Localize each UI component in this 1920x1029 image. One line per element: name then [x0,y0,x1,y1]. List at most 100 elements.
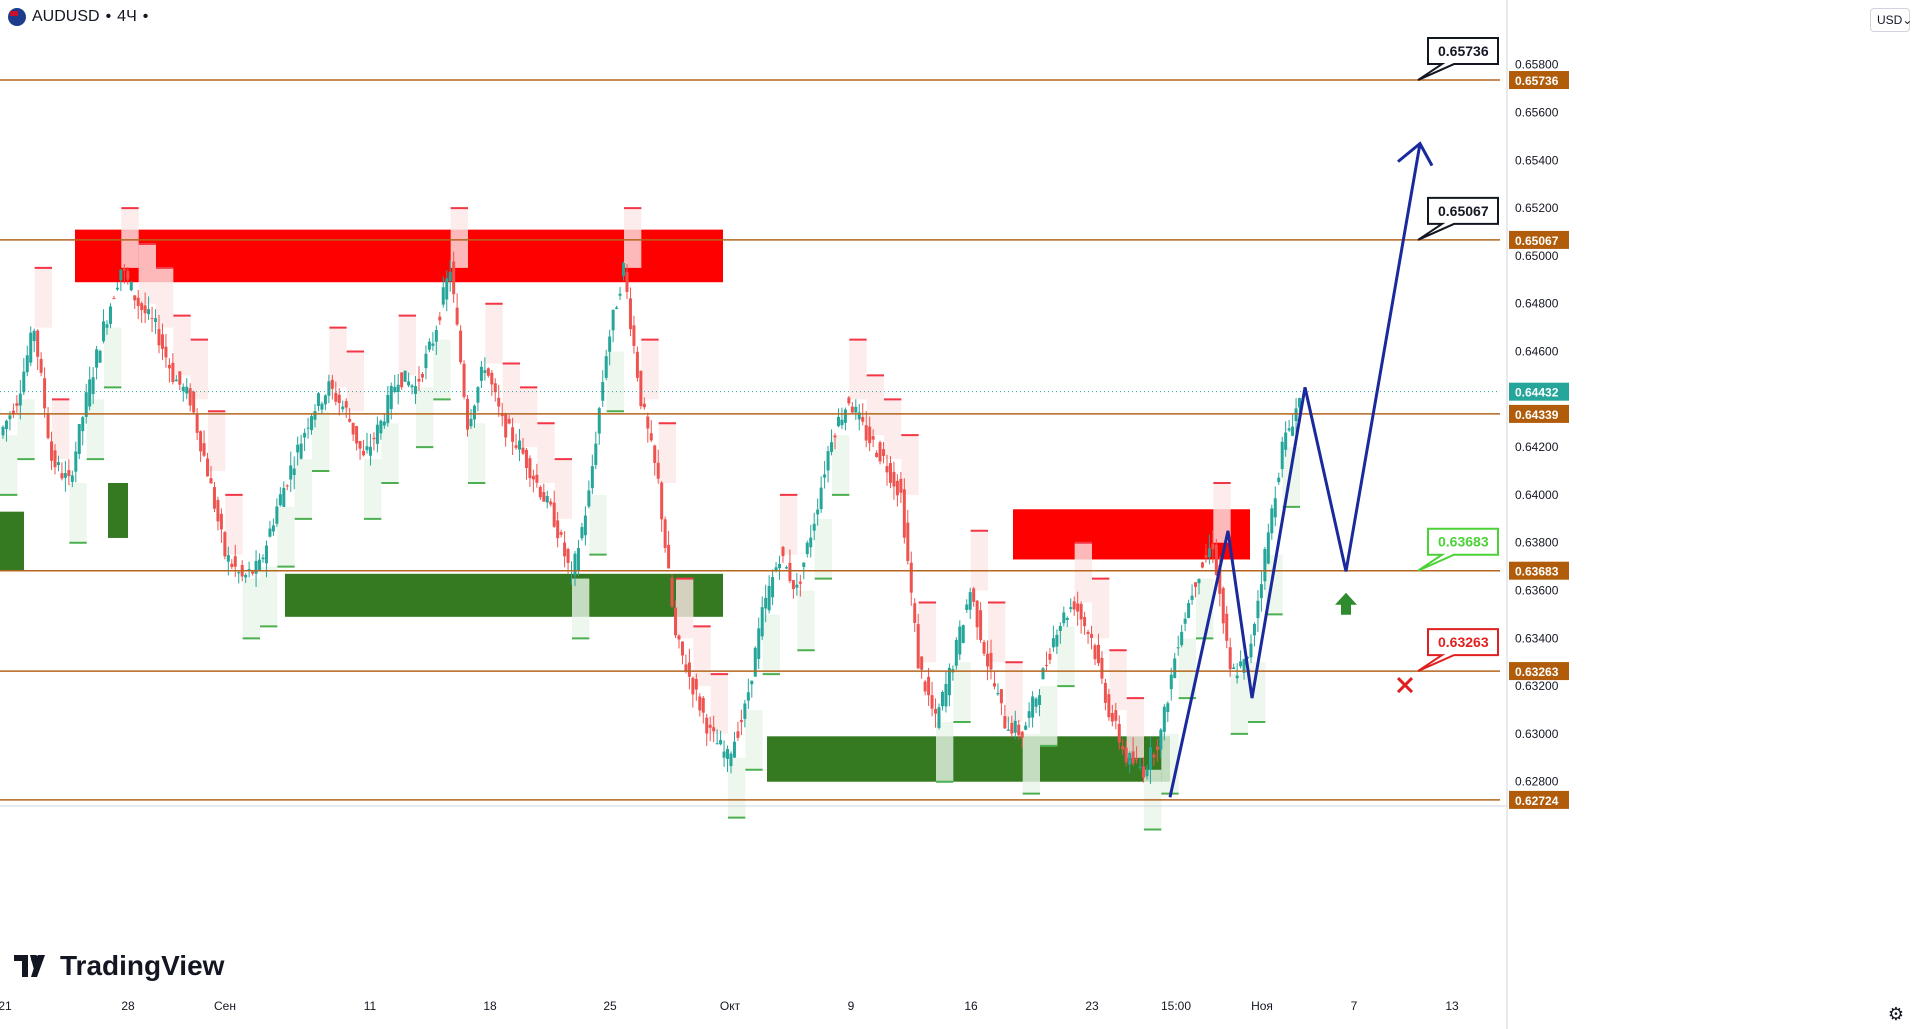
candle-body [233,556,237,567]
axis-level-tag-3 [1509,561,1569,580]
candle-body [868,426,872,444]
candle-body [909,562,913,593]
candle-body [216,500,220,522]
candle-body [726,748,730,760]
candle-body [56,462,60,466]
candle-body [185,386,189,394]
candle-body [972,588,976,602]
candle-body [400,372,404,388]
candle-body [871,436,875,440]
tradingview-logo[interactable]: TradingView [14,950,224,982]
tradingview-logo-icon [14,955,45,977]
band-fill-27 [468,423,486,483]
gear-icon[interactable]: ⚙ [1887,1004,1904,1024]
forecast-layer [1168,141,1434,798]
candle-body [351,422,355,435]
candle-body [757,628,761,659]
candle-body [514,445,518,448]
candle-body [330,379,334,389]
band-fill-22 [381,423,399,483]
candle-body [1176,647,1180,649]
band-fill-4 [69,482,87,543]
band-fill-37 [641,339,659,400]
candle-body [1207,548,1211,558]
candle-body [500,413,504,417]
candle-body [1235,675,1239,679]
candle-body [875,452,879,457]
candle-body [653,445,657,463]
band-fill-11 [190,339,208,400]
band-fill-24 [416,387,434,448]
time-tick-13: 13 [1445,999,1459,1013]
candle-body [538,486,542,498]
candle-body [601,382,605,401]
candle-body [348,418,352,422]
forecast-arrowhead [1397,141,1434,167]
candle-body [441,287,445,305]
candle-body [88,379,92,407]
candle-body [459,330,463,363]
candle-body [677,635,681,640]
band-fill-26 [450,208,468,268]
candle-body [1197,579,1201,584]
band-fill-57 [988,602,1006,663]
band-fill-33 [572,578,590,639]
candle-body [188,388,192,406]
candle-body [885,466,889,473]
band-fill-64 [1109,650,1127,711]
time-axis: 21 28 Сен 11 18 25 Окт 9 16 23 15:00 Ноя 7 13 [0,805,1507,1013]
candle-body [850,406,854,413]
candle-body [344,401,348,408]
candle-body [958,626,962,655]
time-tick-9: 23 [1085,999,1099,1013]
candle-body [1051,638,1055,648]
candle-body [368,446,372,456]
candle-body [278,494,282,506]
candle-body [923,681,927,692]
candle-body [1256,600,1260,619]
band-fill-56 [970,530,988,591]
candle-body [1072,601,1076,610]
candle-body [174,379,178,382]
candle-body [1166,703,1170,713]
candle-body [226,555,230,562]
candle-body [830,442,834,452]
candle-body [753,647,757,677]
candle-body [767,585,771,611]
demand-zone-1 [108,482,128,538]
level-callout-box-0 [1417,37,1499,81]
candle-body [1138,766,1142,768]
candle-body [206,458,210,477]
candle-body [219,513,223,530]
candle-body [1194,582,1198,587]
currency-selector[interactable]: USD ⌄ [1870,8,1912,32]
candle-body [1159,729,1163,750]
symbol-header[interactable]: AUDUSD • 4Ч • [8,8,148,26]
candle-body [930,695,934,709]
candle-body [587,490,591,507]
candle-body [597,408,601,434]
candle-body [50,441,54,461]
candle-body [22,371,26,393]
forecast-path [1168,143,1422,798]
candle-body [833,435,837,438]
candle-body [420,373,424,378]
candle-body [878,442,882,462]
candle-body [542,492,546,502]
candle-body [947,667,951,696]
candle-body [788,562,792,582]
header-separator-2: • [142,8,149,25]
band-fill-62 [1074,542,1092,603]
band-fill-21 [364,459,382,519]
candle-body [573,553,577,576]
candle-body [999,689,1003,704]
candle-body [545,495,549,503]
candle-body [1034,698,1038,707]
candle-body [594,443,598,465]
candle-body [160,334,164,349]
candle-body [1090,633,1094,638]
candle-body [1041,668,1045,680]
candle-body [1200,562,1204,568]
candle-body [1214,544,1218,575]
